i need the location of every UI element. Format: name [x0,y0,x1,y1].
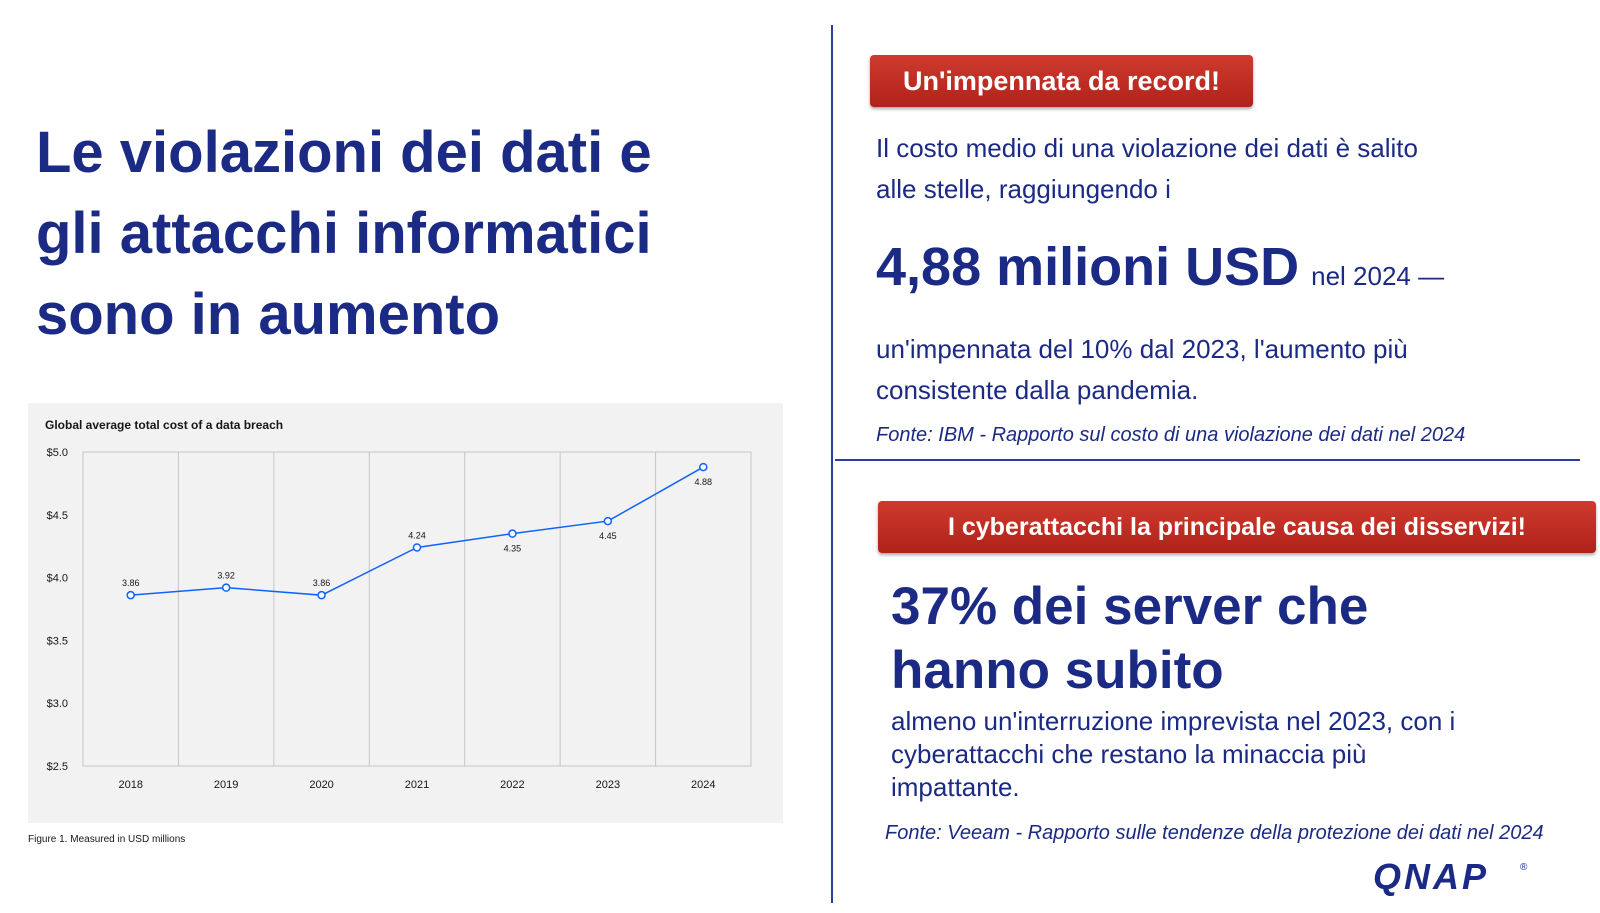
y-tick-label: $3.0 [47,698,68,710]
data-point [317,590,326,600]
vertical-divider [831,25,833,903]
cost-increase-text: un'impennata del 10% dal 2023, l'aumento… [876,334,1408,405]
x-tick-label: 2019 [214,779,238,791]
x-tick-label: 2018 [118,779,142,791]
cost-value: 4,88 milioni USD [876,237,1300,297]
data-point [412,543,422,552]
data-label: 4.35 [504,544,522,554]
x-tick-label: 2024 [691,779,715,791]
y-tick-label: $2.5 [47,761,68,773]
registered-mark: ® [1520,862,1528,873]
cost-stat: 4,88 milioni USD nel 2024 — [876,236,1444,298]
y-tick-label: $4.0 [47,573,68,585]
chart-title: Global average total cost of a data brea… [45,418,284,432]
y-tick-label: $5.0 [47,447,68,459]
horizontal-divider [835,459,1580,461]
data-point [126,590,135,600]
data-point [221,583,231,592]
cost-description: Il costo medio di una violazione dei dat… [876,133,1418,204]
data-point [603,516,613,526]
data-point [508,529,517,538]
y-tick-label: $3.5 [47,635,68,647]
y-tick-label: $4.5 [47,510,68,522]
data-label: 3.86 [122,578,140,588]
cyberattack-banner: I cyberattacchi la principale causa dei … [878,501,1596,553]
page-title: Le violazioni dei dati e gli attacchi in… [36,120,652,347]
data-label: 4.45 [599,531,617,541]
data-label: 4.88 [695,477,713,487]
data-label: 4.24 [408,530,426,540]
x-tick-label: 2021 [405,779,429,791]
data-label: 3.92 [217,571,235,581]
plot-area [82,451,752,767]
veeam-source: Fonte: Veeam - Rapporto sulle tendenze d… [885,822,1544,844]
qnap-logo: QNAP [1373,856,1490,897]
outage-description: almeno un'interruzione imprevista nel 20… [891,706,1456,802]
server-stat: 37% dei server che hanno subito [891,577,1369,700]
x-tick-label: 2020 [309,779,333,791]
record-surge-banner: Un'impennata da record! [870,55,1253,107]
chart-panel: $2.5 $3.0 $3.5 $4.0 $4.5 $5.0 2018 2019 2020 2021… [28,403,783,823]
cost-year: nel 2024 — [1311,261,1445,291]
ibm-source: Fonte: IBM - Rapporto sul costo di una v… [876,424,1466,446]
data-point [699,462,708,472]
figure-caption: Figure 1. Measured in USD millions [28,834,186,845]
data-label: 3.86 [313,578,331,588]
x-tick-label: 2022 [500,779,524,791]
line-chart: $2.5 $3.0 $3.5 $4.0 $4.5 $5.0 2018 2019 2020 2021… [47,447,752,791]
x-tick-label: 2023 [596,779,620,791]
